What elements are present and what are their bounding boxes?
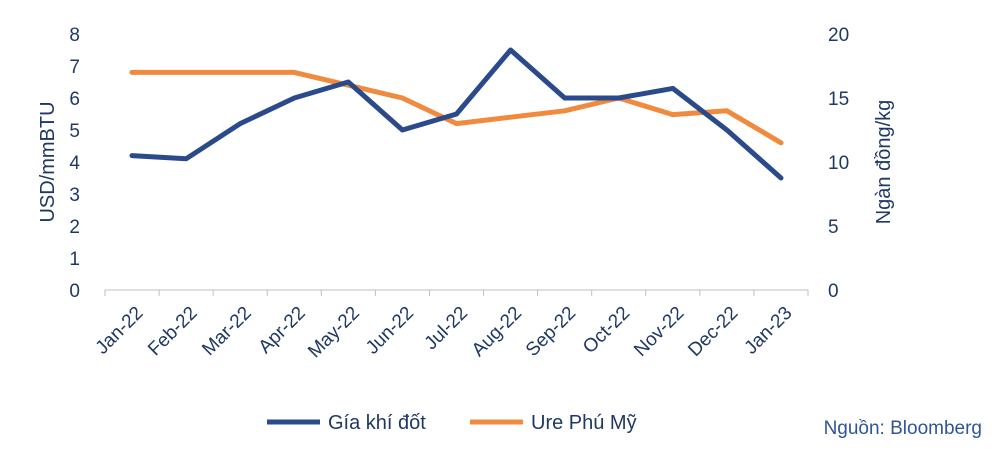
right-tick-label: 20 xyxy=(828,25,849,46)
x-tick-label: Nov-22 xyxy=(630,303,688,361)
legend: Gía khí đốt Ure Phú Mỹ xyxy=(267,412,637,434)
left-tick-label: 6 xyxy=(69,89,80,110)
right-tick-label: 15 xyxy=(828,89,849,110)
x-tick-label: Jul-22 xyxy=(421,303,472,354)
left-tick-label: 3 xyxy=(69,185,80,206)
legend-label-gas: Gía khí đốt xyxy=(328,412,426,434)
left-tick-labels: 0 1 2 3 4 5 6 7 8 xyxy=(69,25,80,302)
left-tick-label: 0 xyxy=(69,281,80,302)
x-tick-label: Feb-22 xyxy=(144,303,201,360)
x-tick-label: Jan-23 xyxy=(741,303,797,359)
x-tick-label: May-22 xyxy=(304,303,364,363)
left-tick-label: 2 xyxy=(69,217,80,238)
right-tick-label: 10 xyxy=(828,153,849,174)
x-tick-label: Sep-22 xyxy=(522,303,580,361)
x-tick-marks xyxy=(104,290,809,296)
right-tick-label: 0 xyxy=(828,281,839,302)
left-tick-label: 1 xyxy=(69,249,80,270)
x-tick-label: Aug-22 xyxy=(468,303,526,361)
x-tick-label: Jun-22 xyxy=(362,303,418,359)
source-note: Nguồn: Bloomberg xyxy=(823,418,982,439)
y-axis-title-right: Ngàn đồng/kg xyxy=(873,100,895,225)
legend-label-urea: Ure Phú Mỹ xyxy=(531,412,637,434)
left-tick-label: 5 xyxy=(69,121,80,142)
left-tick-label: 4 xyxy=(69,153,80,174)
series-line-gas xyxy=(129,47,784,181)
left-tick-label: 7 xyxy=(69,57,80,78)
x-tick-label: Mar-22 xyxy=(198,303,255,360)
right-tick-label: 5 xyxy=(828,217,839,238)
x-tick-label: Oct-22 xyxy=(579,303,634,358)
left-tick-label: 8 xyxy=(69,25,80,46)
right-tick-labels: 0 5 10 15 20 xyxy=(828,25,849,302)
series-lines xyxy=(129,47,784,181)
x-tick-label: Jan-22 xyxy=(92,303,148,359)
y-axis-title-left: USD/mmBTU xyxy=(37,101,59,222)
x-tick-label: Dec-22 xyxy=(684,303,742,361)
x-tick-label: Apr-22 xyxy=(255,303,310,358)
series-line-urea xyxy=(129,69,784,146)
